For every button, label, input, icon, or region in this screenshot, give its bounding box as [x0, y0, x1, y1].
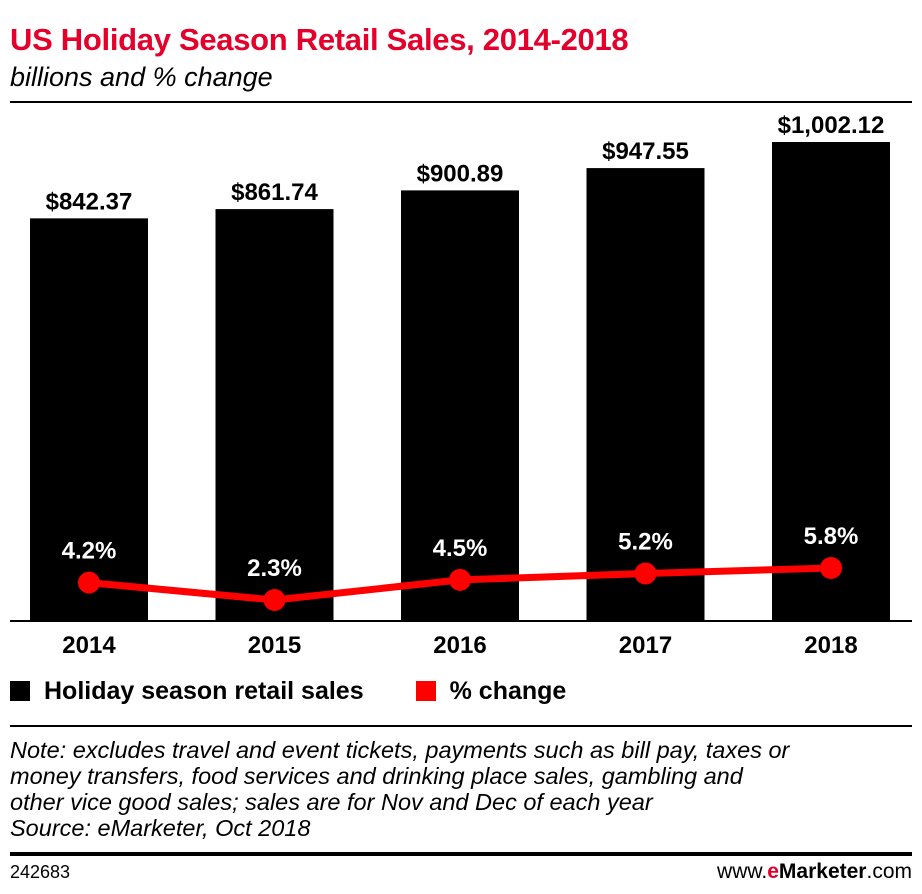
bar-2017	[586, 168, 705, 621]
change-value-label-2014: 4.2%	[62, 538, 117, 565]
bar-2014	[30, 218, 148, 621]
legend-swatch-sales	[10, 681, 30, 701]
note-line-2: money transfers, food services and drink…	[10, 763, 743, 789]
legend-label-sales: Holiday season retail sales	[44, 676, 364, 705]
bar-value-label-2018: $1,002.12	[778, 112, 885, 139]
brand-e: e	[767, 860, 779, 883]
bar-2015	[215, 209, 334, 621]
chart-area: $842.37 2014 $861.74 2015 $900.89 2016 $947.55…	[10, 112, 912, 659]
chart-id: 242683	[10, 862, 71, 882]
note-rule	[10, 725, 912, 727]
note-line-1: Note: excludes travel and event tickets,…	[10, 737, 790, 763]
footer-rule	[10, 852, 912, 856]
legend-item-sales: Holiday season retail sales	[10, 677, 364, 706]
change-value-label-2015: 2.3%	[247, 555, 302, 582]
brand-marketer: Marketer	[778, 860, 867, 883]
x-tick-label-2014: 2014	[62, 632, 116, 659]
legend: Holiday season retail sales % change	[10, 676, 618, 706]
x-tick-label-2018: 2018	[804, 632, 857, 659]
change-point-2014	[78, 571, 100, 594]
brand-url: www.eMarketer.com	[717, 860, 912, 884]
legend-swatch-change	[415, 681, 436, 701]
chart-subtitle: billions and % change	[10, 62, 273, 92]
bar-2016	[401, 190, 519, 621]
bar-value-label-2014: $842.37	[46, 188, 133, 215]
top-rule	[10, 101, 912, 103]
change-point-2015	[263, 589, 286, 611]
bar-value-label-2015: $861.74	[231, 179, 318, 206]
change-value-label-2018: 5.8%	[804, 523, 859, 550]
x-tick-label-2016: 2016	[433, 632, 486, 659]
bar-value-label-2016: $900.89	[417, 160, 504, 187]
brand-prefix: www.	[717, 860, 768, 883]
legend-item-change: % change	[415, 676, 567, 706]
chart-title: US Holiday Season Retail Sales, 2014-201…	[10, 22, 629, 57]
brand-suffix: .com	[866, 860, 912, 883]
bar-value-label-2017: $947.55	[602, 138, 689, 165]
source-line: Source: eMarketer, Oct 2018	[10, 815, 311, 841]
x-tick-label-2015: 2015	[248, 632, 301, 659]
change-value-label-2016: 4.5%	[433, 535, 488, 562]
chart-note: Note: excludes travel and event tickets,…	[10, 737, 912, 841]
change-point-2018	[820, 557, 842, 579]
change-value-label-2017: 5.2%	[618, 528, 673, 555]
bar-2018	[772, 142, 890, 621]
x-tick-label-2017: 2017	[619, 632, 672, 659]
legend-label-change: % change	[449, 676, 567, 705]
change-point-2016	[449, 568, 471, 591]
note-line-3: other vice good sales; sales are for Nov…	[10, 789, 653, 815]
change-point-2017	[634, 562, 657, 585]
